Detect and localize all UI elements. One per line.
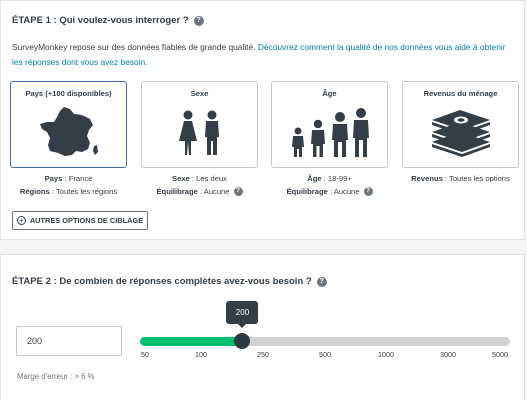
- money-stack-icon: [403, 102, 518, 163]
- responses-slider-fill: [140, 337, 243, 346]
- slider-tick-label[interactable]: 100: [195, 350, 207, 359]
- step1-title: ÉTAPE 1 : Qui voulez-vous interroger ? ?: [12, 15, 204, 26]
- country-info: Pays : France Régions : Toutes les régio…: [19, 174, 118, 196]
- age-info: Âge : 18-99+ Équilibrage : Aucune?: [271, 173, 388, 198]
- slider-tick-label[interactable]: 500: [319, 350, 331, 359]
- step1-description: SurveyMonkey repose sur des données fiab…: [12, 42, 506, 67]
- slider-tick-label[interactable]: 1000: [378, 350, 394, 359]
- card-title: Pays (+100 disponibles): [25, 89, 112, 98]
- step2-title: ÉTAPE 2 : De combien de réponses complèt…: [12, 276, 327, 287]
- responses-slider-track[interactable]: [140, 337, 510, 346]
- target-card-country[interactable]: Pays (+100 disponibles): [10, 81, 127, 168]
- slider-tick-label[interactable]: 50: [141, 350, 149, 359]
- target-card-age[interactable]: Âge: [271, 81, 388, 168]
- slider-tick-label[interactable]: 5000: [492, 350, 508, 359]
- slider-handle[interactable]: [234, 333, 251, 349]
- help-icon[interactable]: ?: [193, 15, 204, 26]
- tooltip-arrow: [238, 324, 247, 328]
- target-card-income[interactable]: Revenus du ménage: [402, 81, 519, 168]
- help-icon[interactable]: ?: [316, 276, 327, 287]
- slider-tick-label[interactable]: 3000: [440, 350, 456, 359]
- card-title: Revenus du ménage: [423, 89, 498, 98]
- income-info: Revenus : Toutes les options: [411, 174, 510, 183]
- responses-count-input[interactable]: [16, 326, 122, 356]
- help-icon[interactable]: ?: [233, 187, 243, 196]
- help-icon[interactable]: ?: [363, 187, 373, 196]
- slider-value-tooltip: 200: [226, 301, 259, 324]
- more-targeting-button[interactable]: + AUTRES OPTIONS DE CIBLAGE: [12, 211, 148, 230]
- slider-tick-label[interactable]: 250: [257, 350, 269, 359]
- female-male-icon: [142, 102, 257, 163]
- card-title: Sexe: [190, 89, 209, 98]
- sex-info: Sexe : Les deux Équilibrage : Aucune?: [141, 173, 258, 198]
- step1-panel: ÉTAPE 1 : Qui voulez-vous interroger ? ?…: [0, 0, 525, 240]
- france-map-icon: [11, 102, 126, 163]
- data-quality-link[interactable]: Découvrez comment la qualité de nos donn…: [12, 42, 506, 67]
- margin-of-error: Marge d'erreur : > 6 %: [17, 372, 95, 381]
- target-card-sex[interactable]: Sexe: [141, 81, 258, 168]
- plus-circle-icon: +: [16, 216, 26, 225]
- age-group-icon: [272, 102, 387, 163]
- card-title: Âge: [322, 89, 337, 98]
- step2-panel: ÉTAPE 2 : De combien de réponses complèt…: [0, 254, 525, 400]
